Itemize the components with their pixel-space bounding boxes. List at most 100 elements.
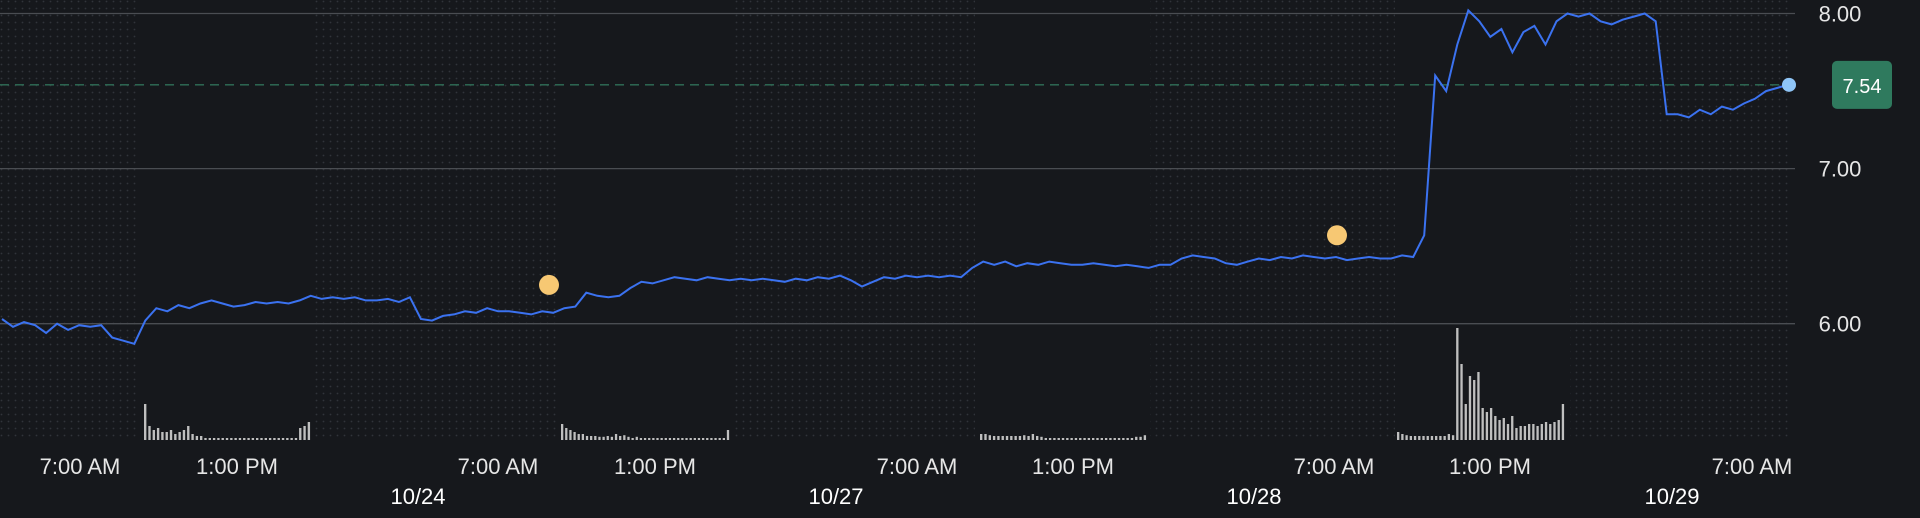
price-line bbox=[1, 8, 1789, 345]
volume-bar bbox=[614, 434, 618, 440]
volume-bar bbox=[1044, 438, 1047, 440]
volume-bar bbox=[260, 438, 263, 440]
volume-bar bbox=[722, 438, 725, 440]
volume-bar bbox=[187, 426, 190, 440]
volume-bar bbox=[1014, 436, 1017, 440]
volume-bar bbox=[273, 438, 276, 440]
current-price-label: 7.54 bbox=[1843, 76, 1882, 98]
volume-bar bbox=[290, 438, 293, 440]
event-markers bbox=[539, 77, 1796, 295]
volume-bar bbox=[660, 438, 663, 440]
volume-bar bbox=[1489, 408, 1493, 440]
x-axis: 7:00 AM 1:00 PM 7:00 AM 1:00 PM 7:00 AM 1:00 … bbox=[40, 454, 1793, 509]
volume-bar bbox=[635, 436, 638, 440]
volume-bar bbox=[606, 436, 609, 440]
volume-bar bbox=[238, 438, 242, 440]
volume-bar bbox=[677, 438, 680, 440]
volume-bar bbox=[1397, 432, 1400, 440]
volume-bar bbox=[1048, 438, 1052, 440]
volume-bar bbox=[264, 438, 267, 440]
volume-bar bbox=[1502, 418, 1505, 440]
volume-bar bbox=[1130, 438, 1134, 440]
volume-bar bbox=[1532, 424, 1535, 440]
volume-bar bbox=[1515, 428, 1518, 440]
y-tick-label: 6.00 bbox=[1819, 312, 1862, 337]
volume-bar bbox=[281, 438, 285, 440]
volume-bar bbox=[1135, 436, 1138, 440]
volume-bar bbox=[230, 438, 233, 440]
volume-bar bbox=[581, 434, 585, 440]
volume-bar bbox=[1439, 436, 1442, 440]
volume-bar bbox=[1409, 436, 1412, 440]
volume-bar bbox=[152, 430, 155, 440]
volume-bar bbox=[1481, 408, 1484, 440]
volume-bar bbox=[577, 434, 580, 440]
extended-hours-band-1 bbox=[312, 0, 556, 440]
volume-bar bbox=[161, 432, 164, 440]
extended-hours-band-3 bbox=[1150, 0, 1395, 440]
volume-bar bbox=[1494, 416, 1497, 440]
price-line-layer bbox=[1, 8, 1789, 345]
event-marker[interactable] bbox=[539, 274, 559, 295]
volume-bar bbox=[1468, 376, 1472, 440]
volume-bar bbox=[144, 404, 147, 440]
volume-bar bbox=[668, 438, 672, 440]
volume-bar bbox=[594, 436, 597, 440]
volume-bar bbox=[693, 438, 696, 440]
volume-bar bbox=[1536, 426, 1539, 440]
volume-bar bbox=[277, 438, 280, 440]
volume-bar bbox=[1010, 436, 1013, 440]
volume-bar bbox=[1031, 434, 1035, 440]
x-tick-label: 1:00 PM bbox=[1032, 454, 1114, 479]
volume-bar bbox=[980, 434, 983, 440]
volume-bar bbox=[148, 426, 151, 440]
volume-bar bbox=[1401, 434, 1404, 440]
volume-bar bbox=[623, 435, 626, 440]
volume-bar bbox=[1426, 436, 1429, 440]
volume-bar bbox=[1405, 435, 1408, 440]
volume-bar bbox=[1477, 372, 1480, 440]
volume-bar bbox=[1005, 436, 1009, 440]
volume-bar bbox=[178, 432, 181, 440]
volume-bar bbox=[1523, 426, 1527, 440]
volume-bar bbox=[1418, 436, 1421, 440]
volume-bar bbox=[697, 438, 701, 440]
volume-bar bbox=[1430, 436, 1434, 440]
volume-bar bbox=[1549, 424, 1552, 440]
volume-bar bbox=[710, 438, 713, 440]
volume-bar bbox=[247, 438, 250, 440]
volume-bar bbox=[602, 436, 605, 440]
event-marker[interactable] bbox=[1327, 225, 1347, 246]
volume-bar bbox=[268, 438, 272, 440]
volume-bar bbox=[1460, 364, 1463, 440]
volume-bar bbox=[1061, 438, 1065, 440]
volume-bar bbox=[191, 434, 194, 440]
volume-bar bbox=[1117, 438, 1121, 440]
volume-bar bbox=[221, 438, 224, 440]
volume-bar bbox=[156, 428, 160, 440]
volume-bar bbox=[200, 436, 203, 440]
volume-bar bbox=[988, 435, 991, 440]
volume-bar bbox=[204, 438, 207, 440]
volume-bar bbox=[1104, 438, 1108, 440]
volume-bar bbox=[234, 438, 237, 440]
x-tick-label: 7:00 AM bbox=[1712, 454, 1793, 479]
volume-bar bbox=[1092, 438, 1095, 440]
volume-bar bbox=[610, 436, 614, 440]
extended-hours-band-4 bbox=[1570, 0, 1790, 440]
volume-bars bbox=[144, 328, 1565, 440]
volume-bar bbox=[299, 428, 302, 440]
volume-bar bbox=[997, 436, 1000, 440]
volume-bar bbox=[1083, 438, 1086, 440]
volume-bar bbox=[1066, 438, 1069, 440]
volume-bar bbox=[294, 438, 298, 440]
volume-bar bbox=[1113, 438, 1116, 440]
volume-bar bbox=[1443, 436, 1446, 440]
x-date-label: 10/24 bbox=[390, 484, 445, 509]
volume-bar bbox=[718, 438, 721, 440]
volume-bar bbox=[701, 438, 705, 440]
volume-bar bbox=[656, 438, 659, 440]
volume-bar bbox=[565, 428, 568, 440]
current-price-badge bbox=[1832, 60, 1892, 109]
